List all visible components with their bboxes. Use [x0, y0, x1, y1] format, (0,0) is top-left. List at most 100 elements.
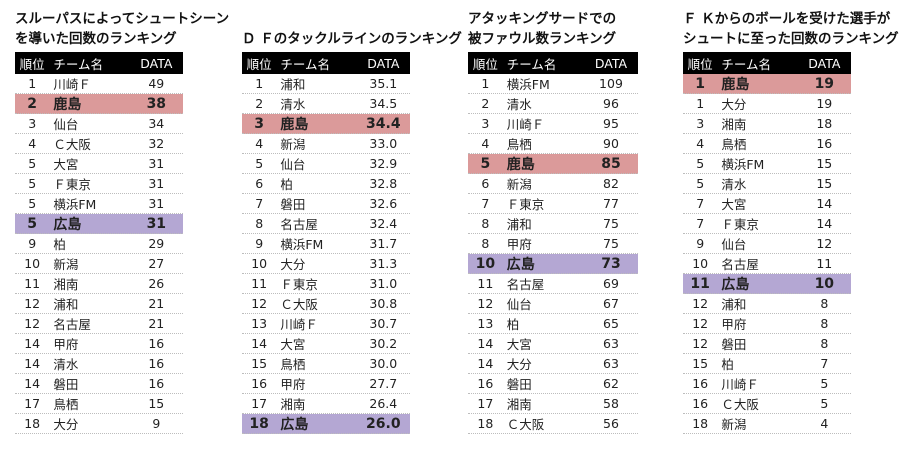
rank-cell: 18 — [477, 416, 494, 431]
data-cell: 75 — [603, 216, 619, 231]
team-cell: 川崎Ｆ — [280, 317, 318, 332]
data-cell: 32.4 — [369, 216, 398, 231]
table-row: 4 鳥栖 16 — [683, 134, 851, 154]
table-row: 4 Ｃ大阪 32 — [15, 134, 183, 154]
team-cell: 川崎Ｆ — [506, 117, 545, 132]
header-rank: 順位 — [687, 56, 713, 72]
team-cell: 広島 — [721, 276, 750, 293]
team-cell: 鹿島 — [721, 76, 750, 93]
table-header: 順位 チーム名 DATA — [242, 52, 410, 74]
rank-cell: 4 — [696, 136, 705, 151]
rank-cell: 1 — [481, 76, 490, 91]
data-cell: 75 — [603, 236, 619, 251]
panel-title-line: を導いた回数のランキング — [15, 31, 177, 47]
data-cell: 34 — [148, 116, 165, 131]
data-cell: 16 — [816, 136, 833, 151]
team-cell: 川崎Ｆ — [53, 77, 91, 92]
team-cell: Ｆ東京 — [53, 177, 91, 192]
table-row: 14 甲府 16 — [15, 334, 183, 354]
team-cell: 浦和 — [280, 77, 306, 92]
data-cell: 34.5 — [369, 96, 398, 111]
data-cell: 31.0 — [369, 276, 398, 291]
data-cell: 49 — [148, 76, 165, 91]
header-team: チーム名 — [506, 56, 557, 72]
highlighted-table-row: 11 広島 10 — [683, 274, 851, 294]
team-cell: 甲府 — [506, 237, 532, 252]
team-cell: Ｃ大阪 — [53, 137, 91, 152]
team-cell: Ｆ東京 — [721, 217, 759, 232]
data-cell: 14 — [816, 196, 833, 211]
table-row: 11 Ｆ東京 31.0 — [242, 274, 410, 294]
rank-cell: 17 — [24, 396, 41, 411]
rank-cell: 8 — [481, 236, 490, 251]
rank-cell: 12 — [692, 296, 709, 311]
data-cell: 30.0 — [369, 356, 398, 371]
data-cell: 32.9 — [369, 156, 398, 171]
team-cell: 湘南 — [280, 397, 306, 412]
rank-cell: 12 — [692, 316, 709, 331]
rank-cell: 5 — [28, 156, 37, 171]
team-cell: Ｃ大阪 — [280, 297, 318, 312]
table-row: 17 湘南 58 — [468, 394, 638, 414]
rank-cell: 11 — [24, 276, 41, 291]
table-row: 15 柏 7 — [683, 354, 851, 374]
table-row: 7 大宮 14 — [683, 194, 851, 214]
table-row: 8 浦和 75 — [468, 214, 638, 234]
team-cell: 川崎Ｆ — [721, 377, 759, 392]
data-cell: 30.7 — [369, 316, 398, 331]
team-cell: 磐田 — [506, 377, 532, 392]
ranking-table: 順位 チーム名 DATA 1 横浜FM 109 2 清水 96 3 川崎Ｆ 95 4 鳥栖 90 5 鹿島 85 6… — [468, 52, 638, 434]
rank-cell: 11 — [477, 276, 494, 291]
data-cell: 109 — [599, 76, 623, 91]
data-cell: 56 — [603, 416, 619, 431]
team-cell: 清水 — [53, 357, 79, 372]
table-row: 9 柏 29 — [15, 234, 183, 254]
panel-title-line: Ｆ Ｋからのボールを受けた選手が — [683, 11, 891, 27]
team-cell: 横浜FM — [506, 77, 550, 92]
table-row: 16 甲府 27.7 — [242, 374, 410, 394]
panel-title-line: アタッキングサードでの — [468, 11, 617, 27]
table-row: 14 清水 16 — [15, 354, 183, 374]
table-row: 5 Ｆ東京 31 — [15, 174, 183, 194]
rank-cell: 5 — [255, 156, 264, 171]
rank-cell: 5 — [28, 176, 37, 191]
rank-cell: 1 — [696, 96, 705, 111]
rank-cell: 9 — [255, 236, 264, 251]
rank-cell: 9 — [28, 236, 37, 251]
team-cell: 柏 — [721, 357, 734, 372]
data-cell: 32 — [148, 136, 165, 151]
rank-cell: 5 — [27, 215, 38, 232]
data-cell: 16 — [148, 376, 165, 391]
data-cell: 31.7 — [369, 236, 398, 251]
rank-cell: 14 — [24, 336, 41, 351]
team-cell: 名古屋 — [280, 217, 318, 232]
table-row: 15 鳥栖 30.0 — [242, 354, 410, 374]
header-data: DATA — [808, 55, 841, 71]
table-row: 5 横浜FM 31 — [15, 194, 183, 214]
rank-cell: 3 — [28, 116, 37, 131]
rank-cell: 1 — [255, 76, 264, 91]
data-cell: 14 — [816, 216, 833, 231]
data-cell: 26.4 — [369, 396, 398, 411]
team-cell: 大宮 — [506, 337, 532, 352]
rank-cell: 15 — [251, 356, 268, 371]
team-cell: 浦和 — [506, 217, 532, 232]
data-cell: 15 — [148, 396, 165, 411]
panel-title-line: シュートに至った回数のランキング — [683, 31, 899, 47]
data-cell: 26.0 — [366, 415, 401, 432]
table-row: 6 新潟 82 — [468, 174, 638, 194]
panel-title-line: スルーパスによってシュートシーン — [15, 11, 230, 27]
table-row: 16 磐田 62 — [468, 374, 638, 394]
table-row: 12 Ｃ大阪 30.8 — [242, 294, 410, 314]
rank-cell: 8 — [481, 216, 490, 231]
header-rank: 順位 — [472, 56, 498, 72]
team-cell: 柏 — [53, 237, 66, 252]
data-cell: 34.4 — [366, 115, 401, 132]
rank-cell: 7 — [255, 196, 264, 211]
data-cell: 63 — [603, 336, 619, 351]
data-cell: 69 — [603, 276, 619, 291]
data-cell: 16 — [148, 336, 165, 351]
team-cell: 仙台 — [506, 297, 532, 312]
rank-cell: 5 — [696, 176, 705, 191]
team-cell: 仙台 — [53, 117, 79, 132]
